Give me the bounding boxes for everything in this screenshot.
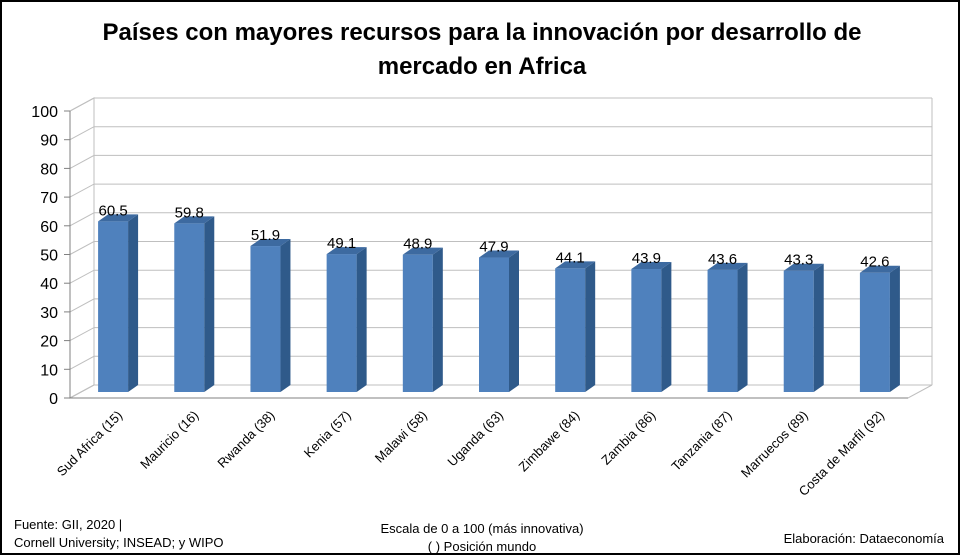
bar-top (783, 263, 824, 271)
data-label: 42.6 (860, 254, 889, 271)
y-tick-label: 70 (40, 190, 58, 207)
y-tick-label: 0 (49, 391, 58, 408)
bar (783, 263, 824, 392)
bar-front (402, 254, 433, 392)
bar-front (555, 268, 586, 392)
bar-side (889, 265, 900, 392)
data-label: 43.3 (784, 252, 813, 269)
gridline (69, 241, 932, 255)
category-label: Zambia (86) (598, 408, 658, 468)
y-tick-label: 20 (40, 334, 58, 351)
chart-title-line-1: Países con mayores recursos para la inno… (102, 19, 862, 46)
y-tick-label: 100 (31, 104, 58, 121)
bar (631, 262, 672, 392)
category-label: Malawi (58) (372, 408, 430, 466)
category-label: Costa de Marfil (92) (796, 408, 887, 499)
bar-side (509, 250, 519, 392)
bar-front (783, 270, 814, 392)
bar-top (555, 261, 596, 269)
y-tick-label: 50 (40, 248, 58, 265)
data-label: 51.9 (251, 227, 280, 244)
bar-front (631, 269, 662, 392)
bar (402, 247, 443, 392)
bar-front (859, 272, 890, 392)
y-tick-label: 10 (40, 362, 58, 379)
bar (326, 247, 367, 392)
source-note: Fuente: GII, 2020 | Cornell University; … (14, 516, 224, 552)
x-axis-labels: Sud Africa (15) Mauricio (16) Rwanda (38) K… (54, 408, 887, 499)
y-tick-label: 30 (40, 305, 58, 322)
scale-note: Escala de 0 a 100 (más innovativa) ( ) P… (332, 520, 632, 556)
bar-side (813, 263, 824, 392)
scale-line-2: ( ) Posición mundo (427, 539, 537, 554)
gridline (69, 212, 932, 227)
data-label: 43.6 (708, 251, 737, 268)
bar-side (737, 262, 748, 392)
bar (479, 250, 519, 392)
bar (174, 216, 215, 392)
bar-top (479, 250, 519, 258)
bar-front (326, 254, 357, 392)
y-tick-label: 40 (40, 276, 58, 293)
y-tick-label: 80 (40, 161, 58, 178)
gridline (69, 183, 932, 198)
gridline (69, 154, 932, 169)
data-labels: 60.5 59.8 51.9 49.1 48.9 47.9 44.1 43.9 43.6 43.3… (98, 202, 889, 270)
source-line-1: Fuente: GII, 2020 | (14, 517, 123, 532)
bar-top (174, 216, 215, 224)
category-label: Marruecos (89) (738, 408, 811, 481)
bar-side (280, 239, 291, 392)
bar-top (631, 262, 672, 270)
bar-front (707, 269, 738, 392)
bar (555, 261, 596, 392)
data-label: 60.5 (98, 202, 127, 219)
gridline (69, 126, 932, 141)
bar-top (859, 265, 900, 273)
y-tick-label: 60 (40, 219, 58, 236)
scale-line-1: Escala de 0 a 100 (más innovativa) (380, 521, 584, 536)
gridline (69, 97, 932, 112)
bar-side (128, 214, 139, 392)
data-label: 49.1 (327, 235, 356, 252)
category-label: Rwanda (38) (214, 408, 277, 471)
chart-title-line-2: mercado en Africa (377, 53, 587, 80)
data-label: 59.8 (175, 204, 204, 221)
data-label: 47.9 (479, 239, 508, 256)
bar-front (174, 223, 205, 392)
bar-top (707, 262, 748, 270)
bar-front (250, 246, 281, 392)
bar-front (479, 257, 509, 392)
bar (707, 262, 748, 392)
bar-front (98, 221, 129, 392)
bar-top (326, 247, 367, 255)
category-label: Tanzania (87) (668, 408, 734, 474)
category-label: Sud Africa (15) (54, 408, 125, 479)
category-label: Mauricio (16) (137, 408, 201, 472)
bar-side (204, 216, 215, 392)
bar-side (661, 262, 672, 392)
bar (98, 214, 139, 392)
bar-top (250, 239, 291, 247)
y-axis: 0 10 20 30 40 50 60 70 80 90 100 (31, 104, 908, 408)
category-label: Uganda (63) (444, 408, 506, 470)
data-label: 48.9 (403, 236, 432, 253)
bar-side (356, 247, 367, 392)
bars (98, 214, 900, 392)
category-label: Kenia (57) (301, 408, 354, 461)
data-label: 44.1 (556, 249, 585, 266)
bar-top (98, 214, 139, 222)
data-label: 43.9 (632, 250, 661, 267)
bar-side (585, 261, 596, 392)
bar (250, 239, 291, 392)
chart-title: Países con mayores recursos para la inno… (62, 16, 902, 84)
bar (859, 265, 900, 392)
bar-top (402, 247, 443, 255)
source-line-2: Cornell University; INSEAD; y WIPO (14, 535, 224, 550)
bar-side (432, 247, 443, 392)
y-tick-label: 90 (40, 133, 58, 150)
credit-note: Elaboración: Dataeconomía (783, 531, 944, 546)
category-label: Zimbawe (84) (516, 408, 583, 475)
